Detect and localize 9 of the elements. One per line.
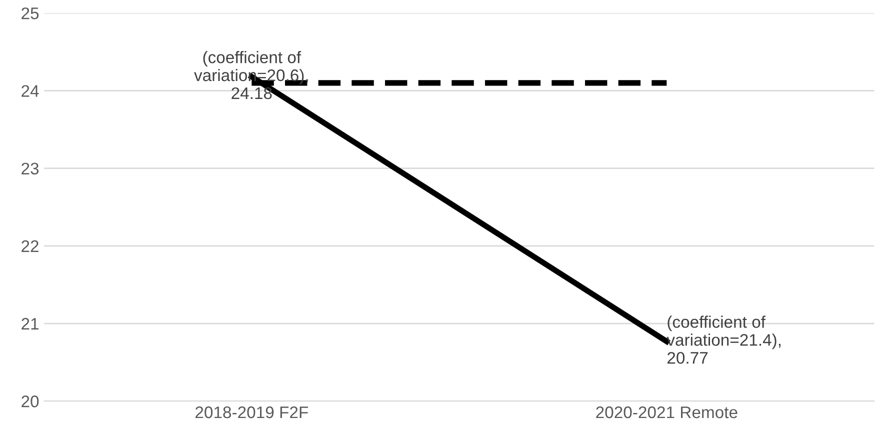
x-tick-label: 2020-2021 Remote <box>596 406 738 418</box>
y-tick-label: 24 <box>22 85 39 97</box>
y-tick-label: 20 <box>22 396 39 408</box>
y-tick-label: 23 <box>22 162 39 174</box>
y-tick-label: 21 <box>22 318 38 330</box>
y-tick-label: 22 <box>22 240 38 252</box>
data-label: (coefficient of variation=21.4), 20.77 <box>666 316 781 364</box>
x-tick-label: 2018-2019 F2F <box>196 406 308 418</box>
y-tick-label: 25 <box>22 7 39 20</box>
